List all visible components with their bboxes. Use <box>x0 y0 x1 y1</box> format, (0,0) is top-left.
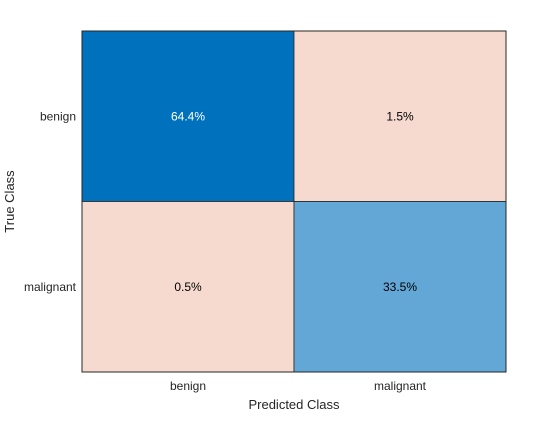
cell-value-label: 0.5% <box>174 280 202 294</box>
x-tick-label: malignant <box>374 379 427 393</box>
x-tick-label: benign <box>170 379 206 393</box>
cell-benign-malignant <box>293 30 507 202</box>
value-labels-layer: 64.4% 1.5% 0.5% 33.5% <box>171 109 417 294</box>
cell-malignant-benign <box>81 201 295 373</box>
cell-value-label: 33.5% <box>383 280 417 294</box>
cell-benign-benign <box>81 30 295 202</box>
cell-malignant-malignant <box>293 201 507 373</box>
cell-value-label: 1.5% <box>386 109 414 123</box>
y-tick-label: benign <box>40 109 76 123</box>
cell-value-label: 64.4% <box>171 109 205 123</box>
y-tick-label: malignant <box>24 280 77 294</box>
x-axis-label: Predicted Class <box>248 397 340 412</box>
tick-labels-layer: benign malignant benign malignant <box>24 109 427 393</box>
cells-layer <box>81 30 507 373</box>
plot-frame <box>81 30 507 373</box>
y-axis-label: True Class <box>2 170 17 233</box>
